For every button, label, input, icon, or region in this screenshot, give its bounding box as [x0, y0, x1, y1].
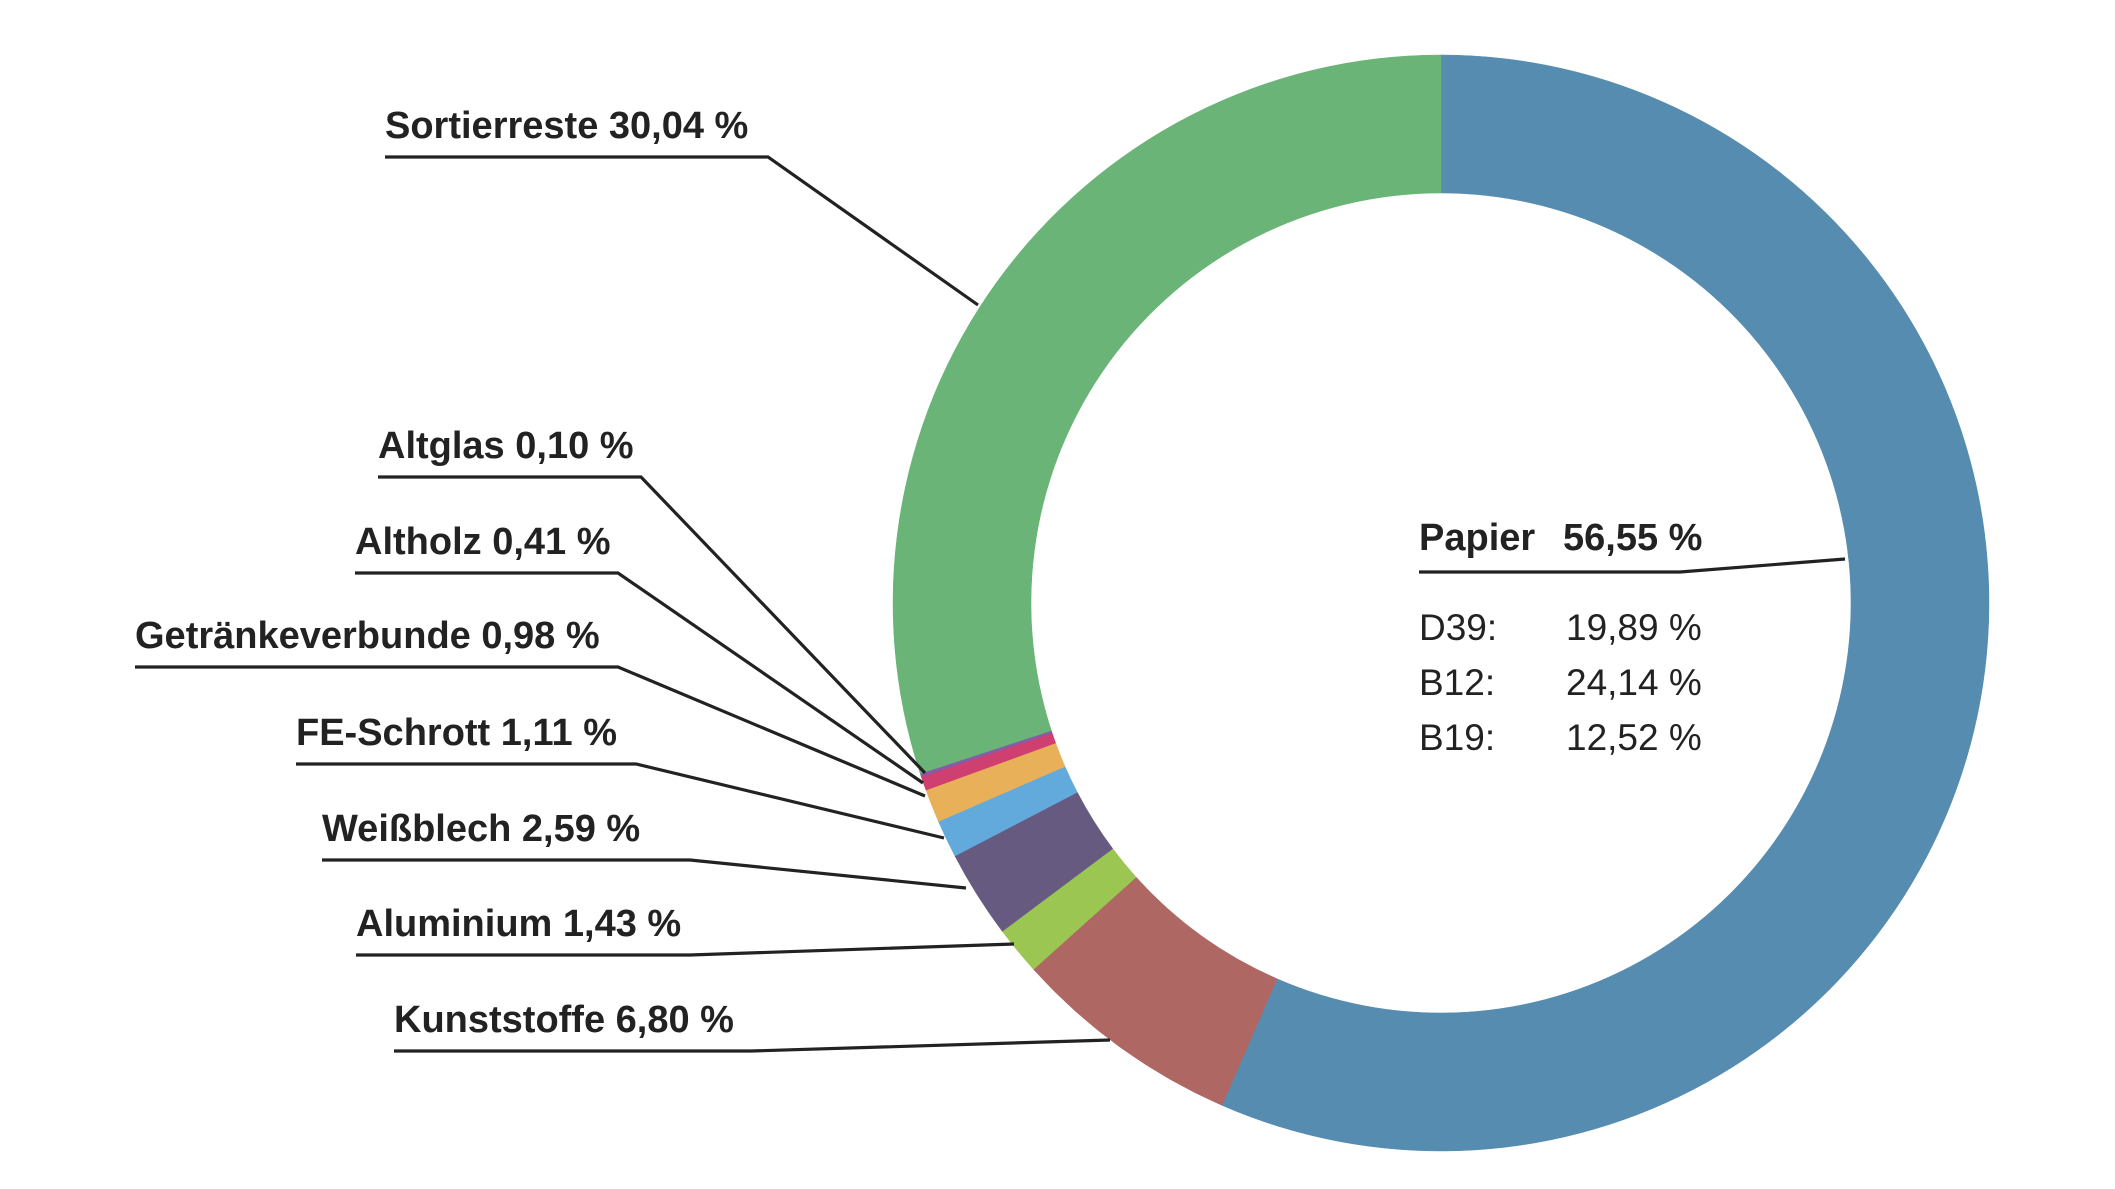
leader-altglas — [378, 475, 927, 775]
slice-label-weissblech: Weißblech 2,59 % — [322, 808, 640, 850]
papier-value-b12: 24,14 % — [1566, 662, 1702, 703]
leader-sortierreste — [385, 155, 979, 307]
papier-grade-d39: D39: — [1419, 607, 1497, 648]
papier-value-d39: 19,89 % — [1566, 607, 1702, 648]
papier-value-b19: 12,52 % — [1566, 717, 1702, 758]
leader-kunststoffe — [394, 1038, 1111, 1053]
slice-papier — [1221, 54, 1990, 1152]
donut-slices — [892, 54, 1990, 1152]
slice-label-aluminium: Aluminium 1,43 % — [356, 903, 681, 945]
slice-label-altholz: Altholz 0,41 % — [355, 521, 611, 563]
slice-label-kunststoffe: Kunststoffe 6,80 % — [394, 999, 734, 1041]
slice-label-papier: Papier — [1419, 517, 1535, 559]
slice-label-getraenkeverbunde: Getränkeverbunde 0,98 % — [135, 615, 600, 657]
leader-papier — [1419, 557, 1846, 574]
papier-grade-b19: B19: — [1419, 717, 1495, 758]
leader-altholz — [355, 571, 924, 785]
leader-weissblech — [322, 858, 967, 890]
slice-value-papier: 56,55 % — [1563, 517, 1702, 559]
leader-aluminium — [356, 942, 1015, 957]
leader-fe-schrott — [296, 762, 945, 840]
slice-label-fe-schrott: FE-Schrott 1,11 % — [296, 712, 617, 754]
slice-label-sortierreste: Sortierreste 30,04 % — [385, 105, 748, 147]
papier-grade-b12: B12: — [1419, 662, 1495, 703]
slice-label-altglas: Altglas 0,10 % — [378, 425, 634, 467]
slice-sortierreste — [892, 54, 1442, 774]
leader-getraenkeverbunde — [135, 665, 926, 798]
